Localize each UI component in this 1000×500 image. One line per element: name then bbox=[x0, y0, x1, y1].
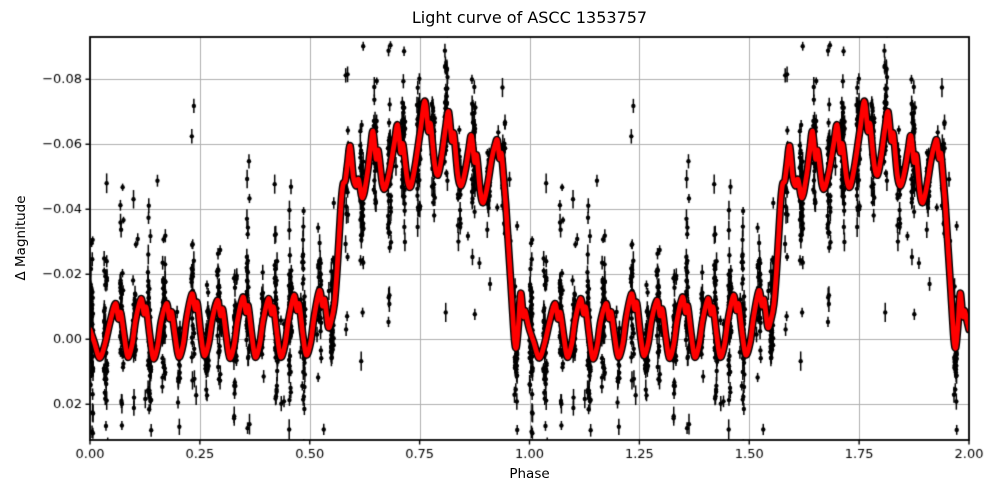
x-axis-label: Phase bbox=[509, 466, 550, 482]
y-axis-label: Δ Magnitude bbox=[13, 195, 29, 281]
chart-title: Light curve of ASCC 1353757 bbox=[411, 8, 648, 27]
